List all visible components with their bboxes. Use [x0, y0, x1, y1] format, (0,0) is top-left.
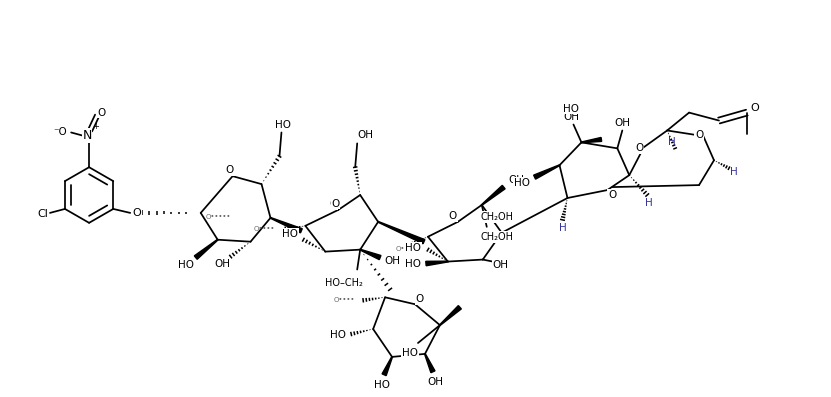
- Text: OH: OH: [214, 258, 231, 268]
- Text: HO: HO: [514, 178, 529, 188]
- Text: HO: HO: [405, 243, 421, 252]
- Polygon shape: [582, 137, 602, 143]
- Text: HO–CH₂: HO–CH₂: [325, 278, 363, 288]
- Polygon shape: [534, 165, 560, 179]
- Text: O••••: O••••: [396, 246, 416, 252]
- Text: CH₂OH: CH₂OH: [480, 232, 514, 242]
- Text: O: O: [635, 143, 643, 153]
- Polygon shape: [194, 239, 218, 259]
- Text: O: O: [329, 199, 337, 209]
- Text: OH: OH: [357, 131, 373, 141]
- Text: O: O: [331, 199, 339, 209]
- Text: O: O: [750, 103, 760, 113]
- Text: +: +: [92, 123, 99, 131]
- Polygon shape: [425, 261, 448, 266]
- Text: H: H: [668, 137, 676, 147]
- Polygon shape: [378, 222, 425, 244]
- Text: O: O: [97, 108, 106, 118]
- Text: O••••: O••••: [334, 297, 355, 303]
- Text: OH: OH: [509, 175, 524, 185]
- Text: HO: HO: [563, 104, 579, 114]
- Text: H: H: [558, 223, 567, 233]
- Polygon shape: [481, 185, 505, 205]
- Text: O: O: [695, 131, 703, 141]
- Text: HO: HO: [405, 258, 421, 268]
- Text: O: O: [449, 211, 457, 221]
- Text: HO: HO: [283, 229, 298, 239]
- Text: HO: HO: [402, 348, 418, 358]
- Polygon shape: [425, 354, 435, 373]
- Text: O••••: O••••: [254, 226, 275, 232]
- Text: HO: HO: [330, 330, 347, 340]
- Text: OH: OH: [384, 256, 400, 266]
- Text: O: O: [133, 208, 141, 218]
- Text: OH: OH: [427, 377, 443, 387]
- Polygon shape: [360, 249, 381, 260]
- Text: HO: HO: [374, 380, 390, 390]
- Text: ⁻O: ⁻O: [53, 127, 67, 137]
- Text: H: H: [646, 198, 653, 208]
- Text: HO: HO: [178, 260, 194, 270]
- Text: Cl: Cl: [37, 209, 48, 219]
- Text: OH: OH: [614, 118, 630, 127]
- Polygon shape: [440, 306, 461, 326]
- Text: CH₂OH: CH₂OH: [480, 212, 514, 222]
- Polygon shape: [270, 218, 302, 233]
- Text: N: N: [82, 129, 91, 142]
- Text: O: O: [416, 294, 424, 304]
- Text: HO: HO: [275, 119, 292, 129]
- Polygon shape: [382, 357, 392, 376]
- Text: O•••••: O•••••: [206, 214, 231, 220]
- Text: O: O: [608, 190, 617, 200]
- Text: H: H: [730, 167, 738, 177]
- Text: OH: OH: [563, 112, 579, 121]
- Text: O: O: [225, 165, 234, 175]
- Text: OH: OH: [493, 260, 509, 270]
